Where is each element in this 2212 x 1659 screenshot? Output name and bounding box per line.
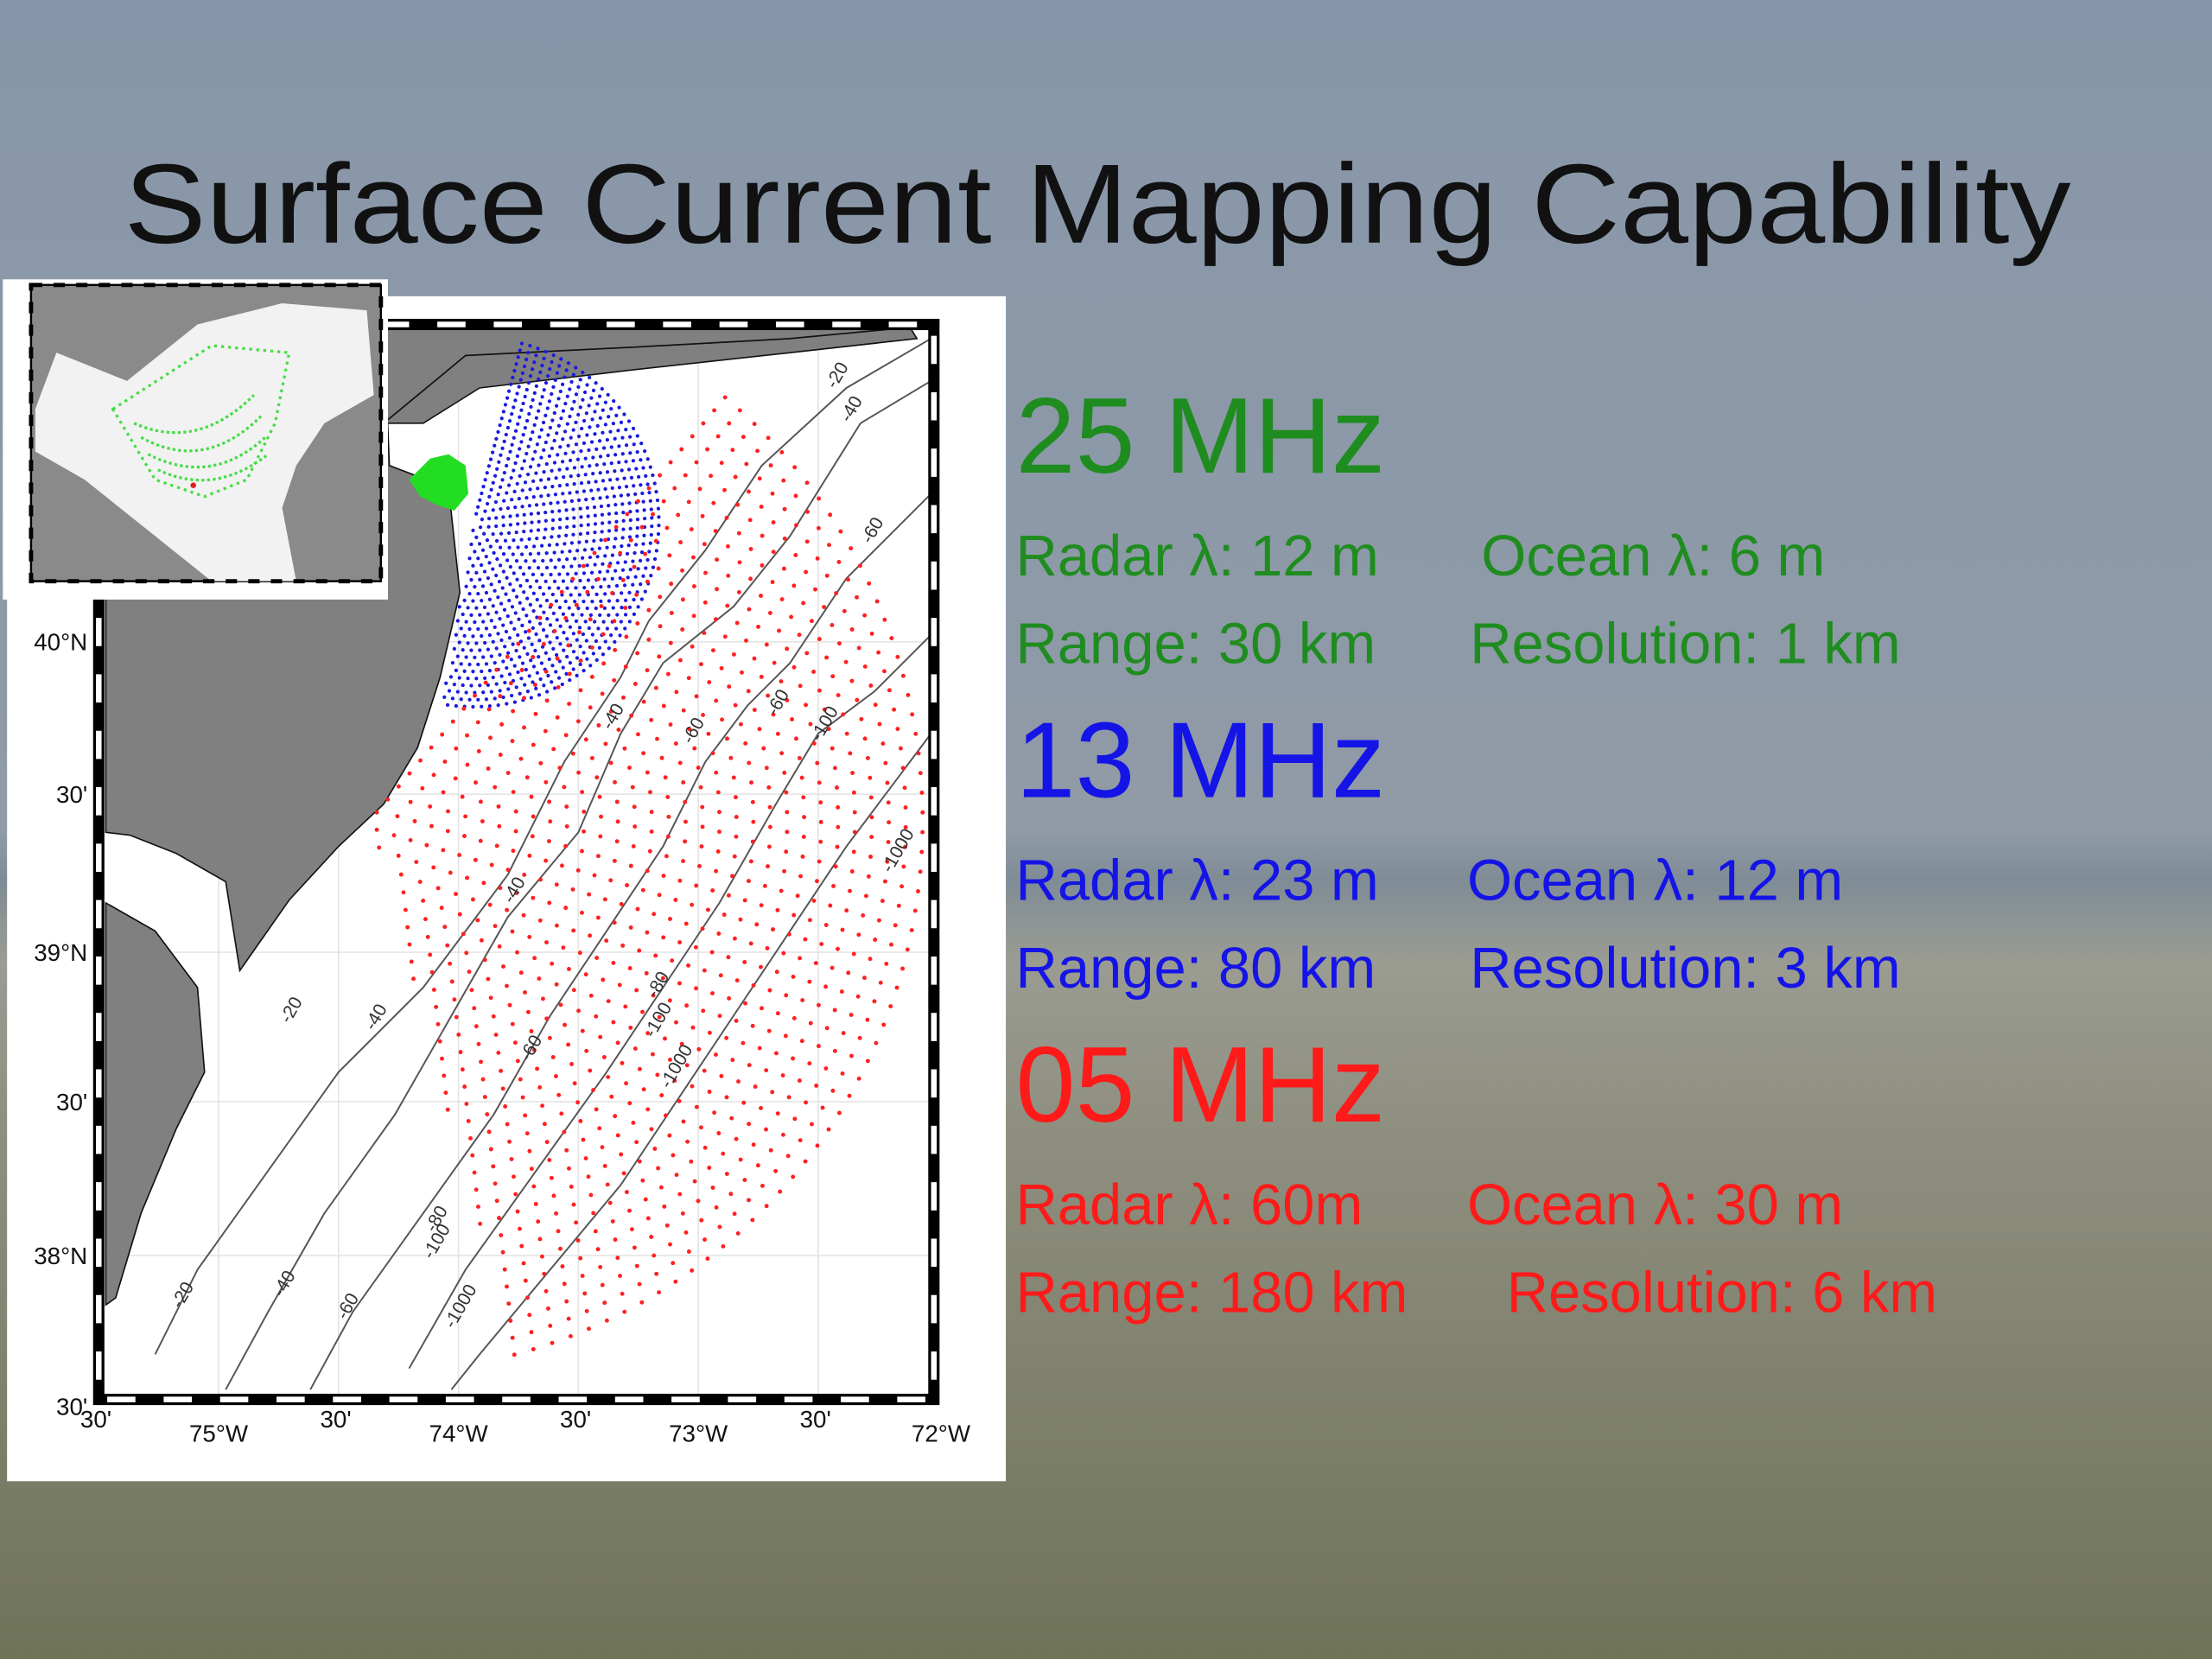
band-spec: Resolution: 3 km	[1470, 936, 1900, 1001]
x-axis-label: 74°W	[429, 1421, 489, 1447]
band-spec: Radar λ: 60m	[1016, 1173, 1363, 1237]
frequency-heading: 25 MHz	[1016, 377, 1386, 496]
band-spec: Radar λ: 12 m	[1016, 524, 1379, 588]
frequency-heading: 13 MHz	[1016, 701, 1386, 820]
band-spec: Resolution: 1 km	[1470, 611, 1900, 676]
coverage-25mhz	[409, 454, 469, 512]
band-spec: Range: 80 km	[1016, 936, 1376, 1001]
x-axis-label: 30'	[560, 1406, 591, 1433]
y-axis-label: 40°N	[34, 629, 87, 656]
band-spec: Ocean λ: 30 m	[1467, 1173, 1843, 1237]
slide-title: Surface Current Mapping Capability	[124, 141, 2072, 267]
y-axis-label: 38°N	[34, 1243, 87, 1269]
y-axis-label: 30'	[56, 1394, 87, 1421]
band-spec: Resolution: 6 km	[1507, 1260, 1937, 1325]
x-axis-label: 72°W	[912, 1421, 971, 1447]
frequency-bands: 25 MHz Radar λ: 12 m Ocean λ: 6 m Range: 30…	[1016, 377, 1938, 1325]
contours	[154, 337, 932, 1390]
x-axis-label: 73°W	[669, 1421, 728, 1447]
inset-map	[29, 283, 384, 584]
y-axis-label: 30'	[56, 1089, 87, 1116]
x-axis-label: 30'	[800, 1406, 831, 1433]
frequency-heading: 05 MHz	[1016, 1026, 1386, 1145]
x-axis-label: 30'	[320, 1406, 351, 1433]
land-delaware	[105, 901, 206, 1306]
x-axis-label: 30'	[80, 1406, 111, 1433]
band-spec: Ocean λ: 12 m	[1467, 849, 1843, 913]
x-axis-label: 75°W	[189, 1421, 249, 1447]
band-spec: Range: 30 km	[1016, 611, 1376, 676]
map-frame-dashes	[96, 321, 938, 1402]
band-spec: Radar λ: 23 m	[1016, 849, 1379, 913]
band-spec: Ocean λ: 6 m	[1481, 524, 1825, 588]
coverage-13mhz	[442, 341, 661, 709]
y-axis-label: 39°N	[34, 939, 87, 966]
map-grid	[99, 324, 934, 1400]
band-spec: Range: 180 km	[1016, 1260, 1408, 1325]
y-axis-label: 30'	[56, 781, 87, 808]
